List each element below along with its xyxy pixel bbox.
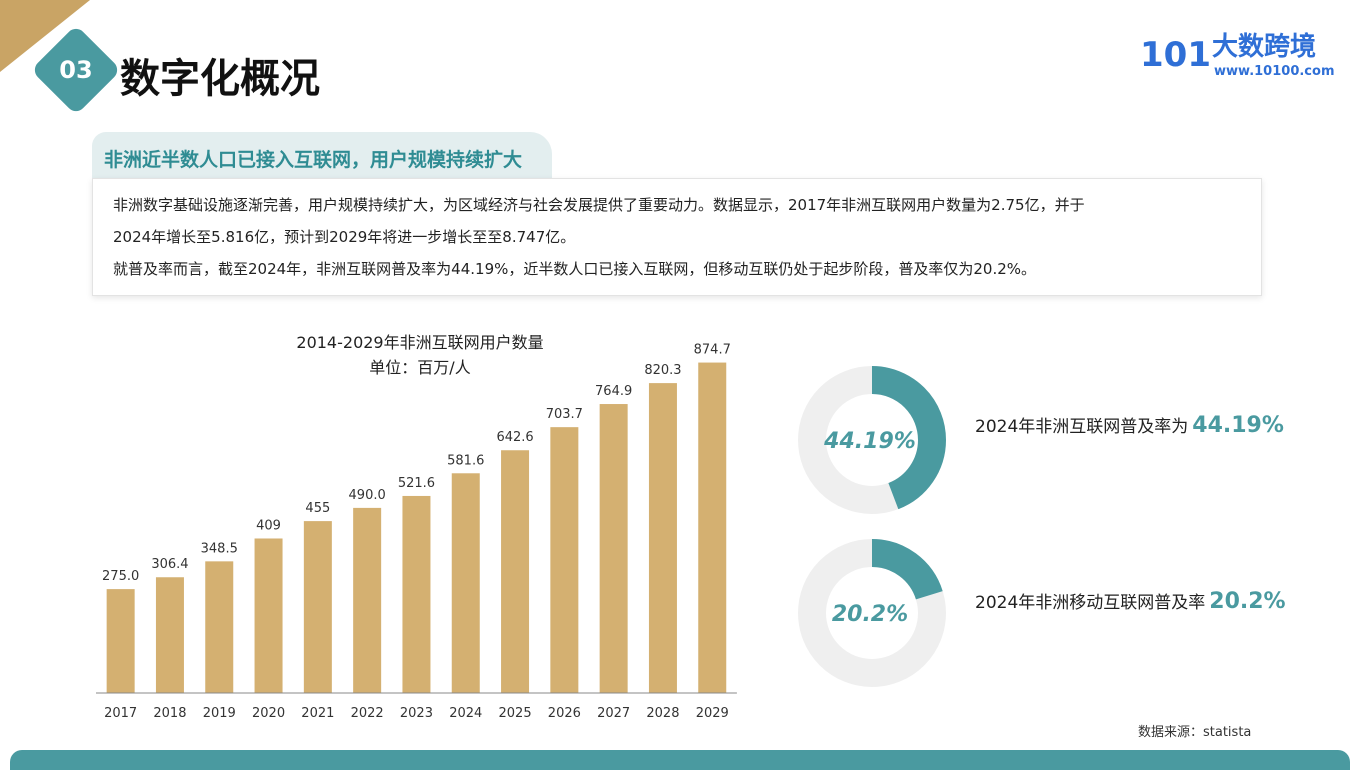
x-tick-label: 2019 [203,706,236,721]
bar-value-label: 703.7 [546,407,583,422]
logo-url: www.10100.com [1214,64,1335,79]
bar-value-label: 409 [256,518,281,533]
x-tick-label: 2022 [351,706,384,721]
x-tick-label: 2026 [548,706,581,721]
bar [303,521,332,693]
donut-caption-text: 2024年非洲移动互联网普及率 [975,593,1206,613]
x-tick-label: 2024 [449,706,482,721]
donut-center-label: 20.2% [832,602,908,627]
bar-value-label: 874.7 [694,343,731,358]
description-line: 就普及率而言，截至2024年，非洲互联网普及率为44.19%，近半数人口已接入互… [113,260,1037,278]
bar-value-label: 764.9 [595,384,632,399]
bar [106,589,135,693]
bar-value-label: 581.6 [447,453,484,468]
donut-caption-text: 2024年非洲互联网普及率为 [975,417,1189,437]
donut-caption-value: 44.19% [1192,413,1284,438]
bar [402,495,431,693]
data-source: 数据来源：statista [1138,725,1252,740]
x-tick-label: 2020 [252,706,285,721]
x-tick-label: 2018 [153,706,186,721]
description-line: 非洲数字基础设施逐渐完善，用户规模持续扩大，为区域经济与社会发展提供了重要动力。… [113,196,1085,214]
page-title: 数字化概况 [120,56,320,102]
donut-caption-mobile: 2024年非洲移动互联网普及率 20.2% [975,588,1286,614]
bar [353,507,382,693]
donut-chart-mobile: 20.2% [798,539,946,687]
chart-subtitle: 单位：百万/人 [369,358,470,377]
bar [155,577,184,693]
bar-value-label: 642.6 [496,430,533,445]
bar-value-label: 455 [305,501,330,516]
bar [254,538,283,693]
bar [205,561,234,693]
bar-value-label: 820.3 [644,363,681,378]
donut-slice [798,539,946,687]
bar [648,383,677,693]
bottom-bar [10,750,1350,770]
bar [550,427,579,693]
x-tick-label: 2028 [646,706,679,721]
logo-icon: 10100 [1140,35,1210,74]
subtitle-text: 非洲近半数人口已接入互联网，用户规模持续扩大 [104,149,523,171]
donut-chart-internet: 44.19% [798,366,946,514]
bar-value-label: 275.0 [102,569,139,584]
bar [451,473,480,693]
donut-center-label: 44.19% [823,429,916,454]
bar-value-label: 521.6 [398,476,435,491]
section-number: 03 [59,56,93,84]
subtitle-tab [92,132,552,180]
donut-slice [798,366,946,514]
bar-value-label: 306.4 [151,557,188,572]
chart-title: 2014-2029年非洲互联网用户数量 [296,333,543,352]
bar-value-label: 490.0 [349,488,386,503]
donut-caption-internet: 2024年非洲互联网普及率为 44.19% [975,412,1284,438]
x-tick-label: 2023 [400,706,433,721]
description-line: 2024年增长至5.816亿，预计到2029年将进一步增长至至8.747亿。 [113,228,576,246]
logo-name: 大数跨境 [1212,32,1317,62]
bar [501,450,530,693]
x-tick-label: 2025 [499,706,532,721]
x-tick-label: 2029 [696,706,729,721]
description-box: 非洲数字基础设施逐渐完善，用户规模持续扩大，为区域经济与社会发展提供了重要动力。… [92,178,1262,296]
x-tick-label: 2017 [104,706,137,721]
bar [599,404,628,693]
bar-value-label: 348.5 [201,541,238,556]
x-tick-label: 2027 [597,706,630,721]
bar [698,362,727,693]
donut-caption-value: 20.2% [1209,589,1286,614]
bar-chart: 275.0 2017 306.4 2018 348.5 2019 409 2020 455 202… [96,343,737,721]
x-tick-label: 2021 [301,706,334,721]
logo-mark-text: 10100 [1140,35,1210,74]
